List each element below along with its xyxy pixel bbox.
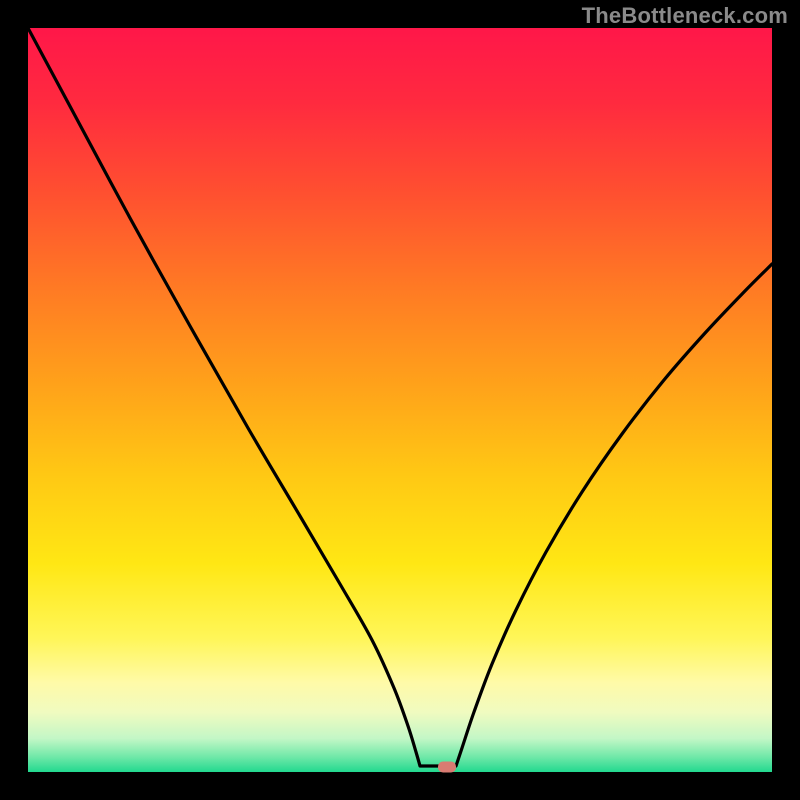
watermark-text: TheBottleneck.com — [582, 3, 788, 29]
optimal-marker — [438, 762, 456, 773]
chart-container: TheBottleneck.com — [0, 0, 800, 800]
bottleneck-chart — [0, 0, 800, 800]
plot-background — [28, 28, 772, 772]
